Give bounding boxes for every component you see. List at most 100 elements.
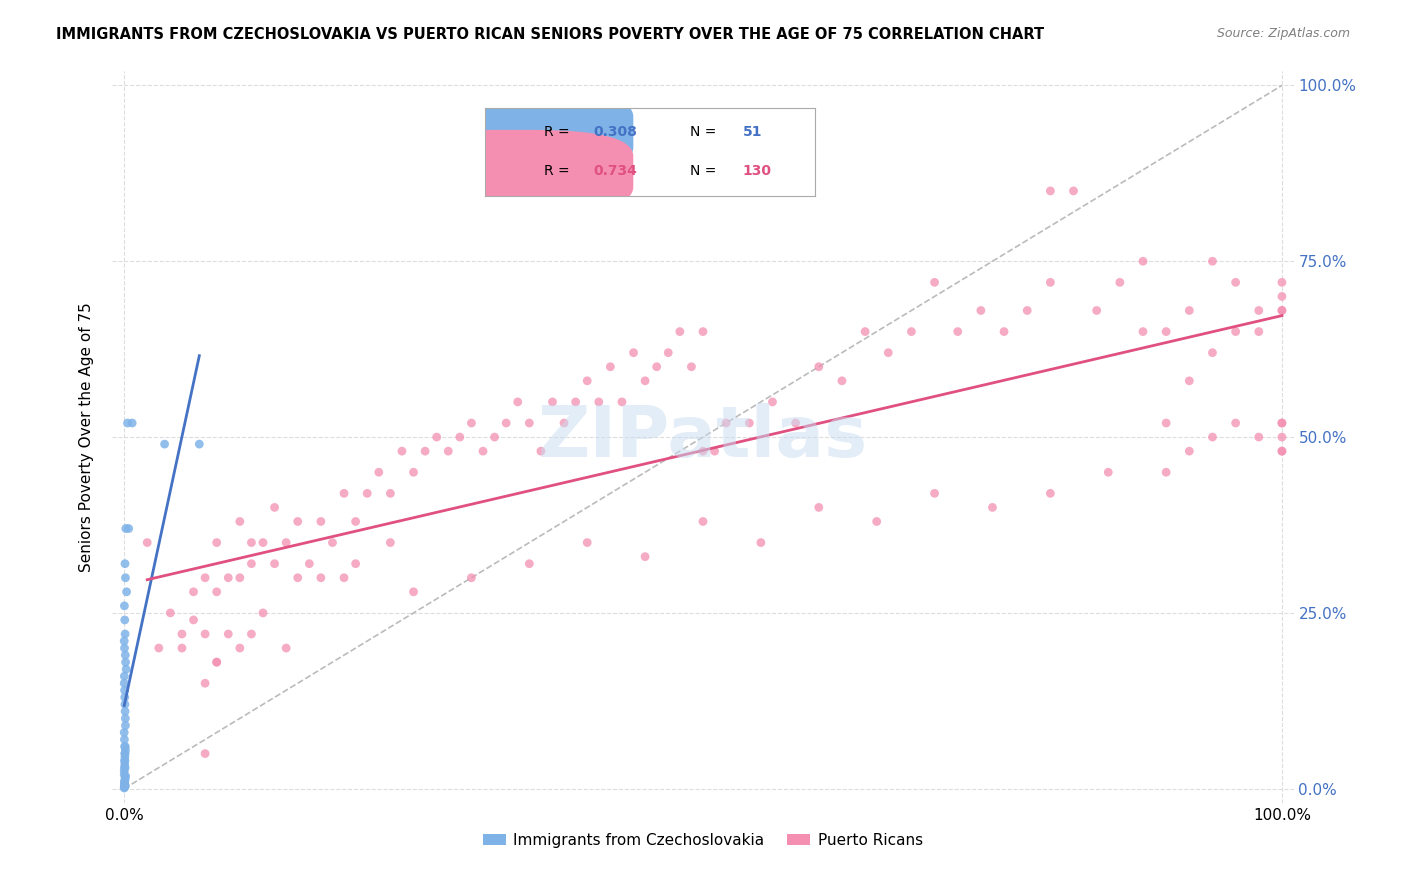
Puerto Ricans — [1154, 325, 1177, 339]
Immigrants from Czechoslovakia — [114, 627, 136, 641]
Puerto Ricans — [1154, 465, 1177, 479]
Puerto Ricans — [1247, 303, 1270, 318]
Puerto Ricans — [170, 627, 193, 641]
Puerto Ricans — [205, 655, 228, 669]
Immigrants from Czechoslovakia — [115, 662, 138, 676]
Puerto Ricans — [252, 606, 274, 620]
Puerto Ricans — [276, 641, 298, 656]
Puerto Ricans — [380, 535, 402, 549]
Immigrants from Czechoslovakia — [114, 705, 136, 719]
Puerto Ricans — [761, 395, 783, 409]
Puerto Ricans — [217, 571, 239, 585]
Puerto Ricans — [194, 571, 217, 585]
Puerto Ricans — [1108, 276, 1130, 290]
Puerto Ricans — [1247, 430, 1270, 444]
Puerto Ricans — [831, 374, 853, 388]
Immigrants from Czechoslovakia — [114, 747, 136, 761]
Immigrants from Czechoslovakia — [112, 676, 135, 690]
Puerto Ricans — [217, 627, 239, 641]
Puerto Ricans — [344, 515, 367, 529]
Puerto Ricans — [367, 465, 389, 479]
Immigrants from Czechoslovakia — [114, 739, 136, 754]
Puerto Ricans — [460, 416, 482, 430]
Immigrants from Czechoslovakia — [112, 774, 135, 789]
Puerto Ricans — [541, 395, 564, 409]
Puerto Ricans — [553, 416, 575, 430]
Immigrants from Czechoslovakia — [114, 761, 136, 775]
Puerto Ricans — [333, 486, 356, 500]
Puerto Ricans — [252, 535, 274, 549]
Immigrants from Czechoslovakia — [114, 750, 136, 764]
Puerto Ricans — [1225, 276, 1247, 290]
Puerto Ricans — [1271, 416, 1294, 430]
Puerto Ricans — [1271, 416, 1294, 430]
Puerto Ricans — [1201, 430, 1223, 444]
Immigrants from Czechoslovakia — [188, 437, 211, 451]
Immigrants from Czechoslovakia — [114, 754, 136, 768]
Immigrants from Czechoslovakia — [114, 757, 136, 772]
Immigrants from Czechoslovakia — [114, 778, 136, 792]
Puerto Ricans — [564, 395, 586, 409]
Immigrants from Czechoslovakia — [114, 683, 136, 698]
Puerto Ricans — [495, 416, 517, 430]
Puerto Ricans — [229, 641, 252, 656]
Puerto Ricans — [946, 325, 969, 339]
Puerto Ricans — [703, 444, 725, 458]
Puerto Ricans — [205, 535, 228, 549]
Immigrants from Czechoslovakia — [114, 754, 136, 768]
Puerto Ricans — [692, 515, 714, 529]
Puerto Ricans — [1039, 184, 1062, 198]
Puerto Ricans — [681, 359, 703, 374]
Puerto Ricans — [599, 359, 621, 374]
Puerto Ricans — [484, 430, 506, 444]
Immigrants from Czechoslovakia — [114, 648, 136, 662]
Puerto Ricans — [1271, 303, 1294, 318]
Puerto Ricans — [148, 641, 170, 656]
Puerto Ricans — [623, 345, 645, 359]
Puerto Ricans — [344, 557, 367, 571]
Immigrants from Czechoslovakia — [112, 780, 135, 794]
Puerto Ricans — [321, 535, 343, 549]
Puerto Ricans — [1271, 430, 1294, 444]
Puerto Ricans — [1225, 325, 1247, 339]
Immigrants from Czechoslovakia — [117, 416, 139, 430]
Puerto Ricans — [309, 515, 332, 529]
Puerto Ricans — [205, 655, 228, 669]
Puerto Ricans — [391, 444, 413, 458]
Immigrants from Czechoslovakia — [115, 584, 138, 599]
Puerto Ricans — [1178, 444, 1201, 458]
Puerto Ricans — [785, 416, 807, 430]
Puerto Ricans — [1178, 303, 1201, 318]
Puerto Ricans — [738, 416, 761, 430]
Puerto Ricans — [356, 486, 378, 500]
Puerto Ricans — [205, 584, 228, 599]
Immigrants from Czechoslovakia — [114, 698, 136, 712]
Puerto Ricans — [1271, 444, 1294, 458]
Puerto Ricans — [1039, 276, 1062, 290]
Puerto Ricans — [853, 325, 876, 339]
Puerto Ricans — [1097, 465, 1119, 479]
Puerto Ricans — [276, 535, 298, 549]
Puerto Ricans — [576, 374, 599, 388]
Puerto Ricans — [517, 557, 540, 571]
Puerto Ricans — [194, 627, 217, 641]
Puerto Ricans — [807, 500, 830, 515]
Puerto Ricans — [1247, 325, 1270, 339]
Puerto Ricans — [159, 606, 181, 620]
Immigrants from Czechoslovakia — [114, 521, 136, 535]
Immigrants from Czechoslovakia — [114, 641, 136, 656]
Puerto Ricans — [1201, 345, 1223, 359]
Puerto Ricans — [517, 416, 540, 430]
Puerto Ricans — [240, 627, 263, 641]
Puerto Ricans — [669, 325, 692, 339]
Puerto Ricans — [692, 325, 714, 339]
Immigrants from Czechoslovakia — [114, 773, 136, 788]
Puerto Ricans — [380, 486, 402, 500]
Immigrants from Czechoslovakia — [112, 764, 135, 779]
Puerto Ricans — [576, 535, 599, 549]
Puerto Ricans — [1271, 303, 1294, 318]
Puerto Ricans — [472, 444, 495, 458]
Immigrants from Czechoslovakia — [114, 690, 136, 705]
Immigrants from Czechoslovakia — [112, 669, 135, 683]
Puerto Ricans — [657, 345, 679, 359]
